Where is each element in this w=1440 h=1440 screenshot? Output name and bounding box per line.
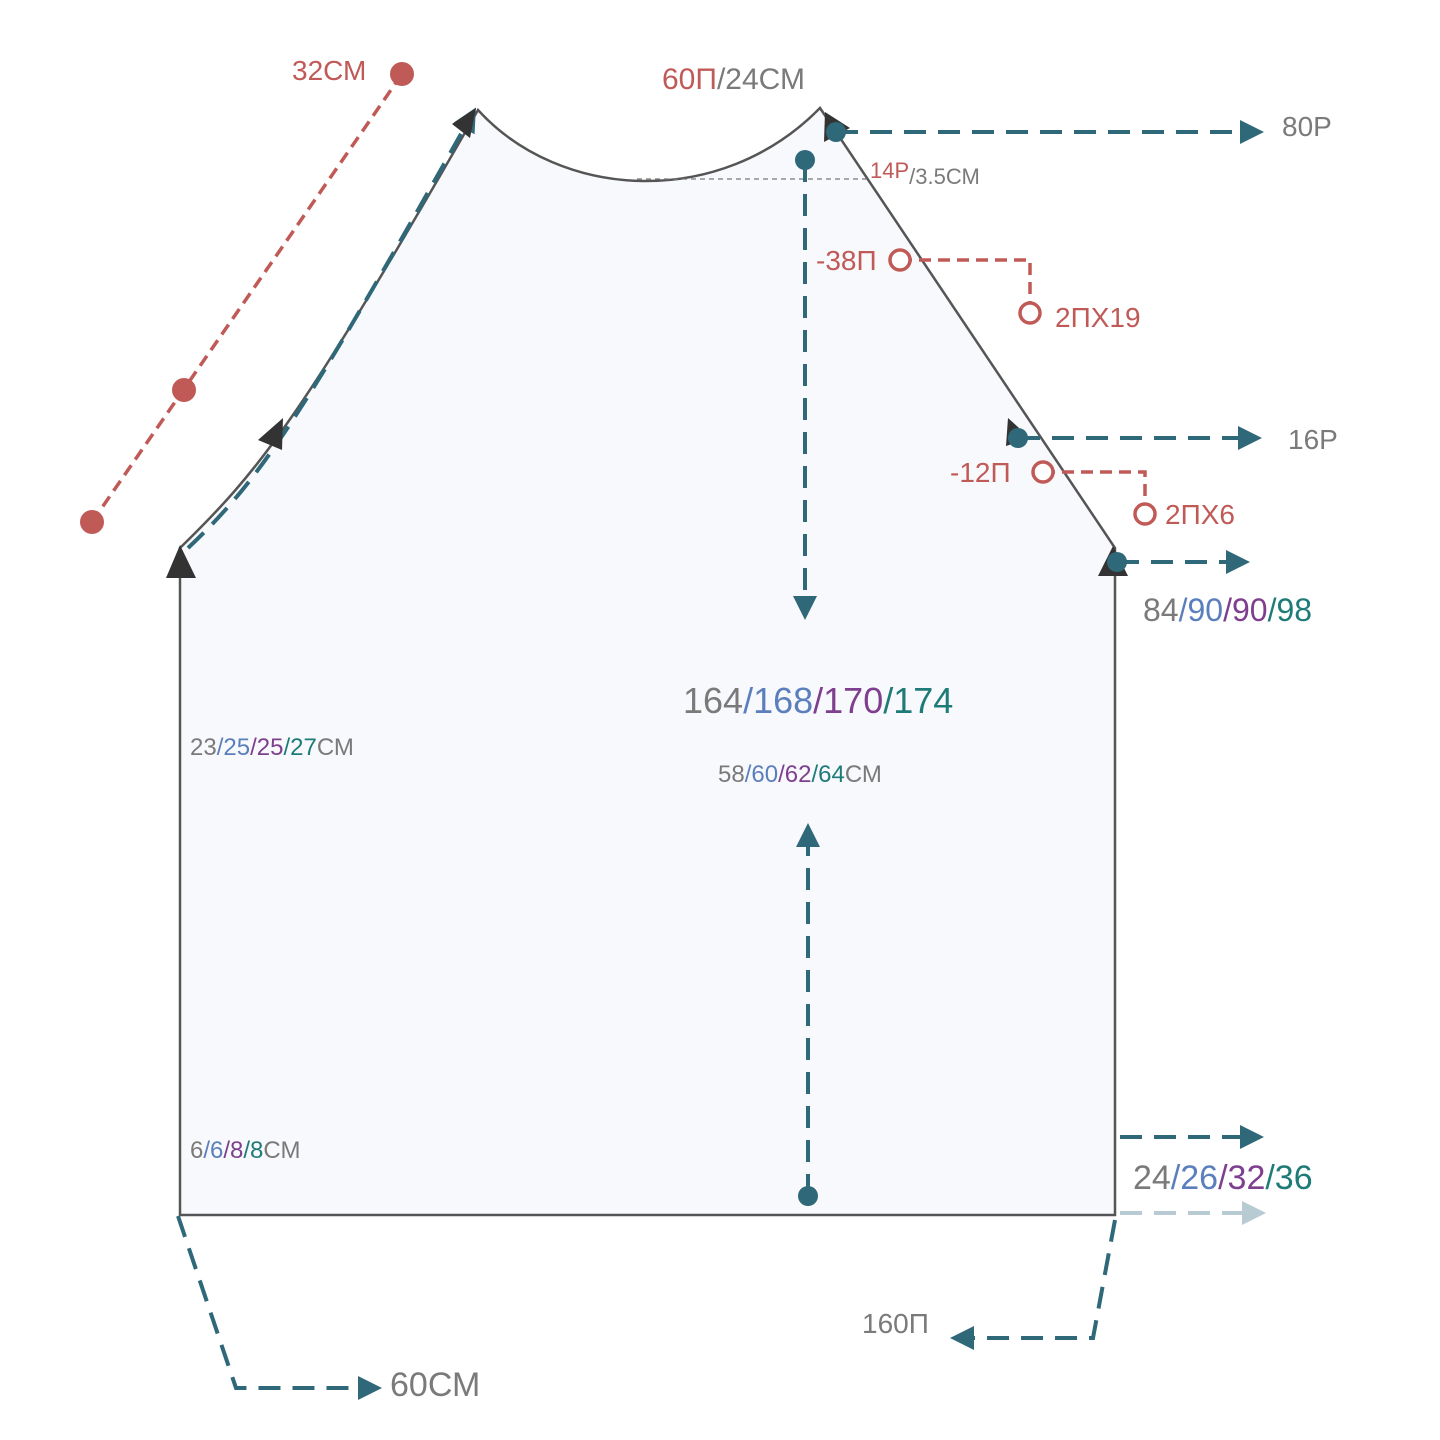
label-part: /8 <box>243 1137 263 1164</box>
label: -12П <box>950 457 1011 488</box>
ring <box>1133 502 1157 526</box>
label-part: /90 <box>1179 592 1223 628</box>
width-arrow <box>176 1215 382 1400</box>
label-part: /64 <box>811 761 844 788</box>
dot <box>172 378 196 402</box>
label-part: /170 <box>813 680 883 721</box>
label: 84/90/90/98 <box>1143 592 1312 628</box>
label-part: /25 <box>250 734 283 761</box>
label-part: 164 <box>683 680 743 721</box>
label-part: СМ <box>845 761 882 788</box>
label-part: 6 <box>190 1137 203 1164</box>
label-part: СМ <box>263 1137 300 1164</box>
label-part: /24СМ <box>717 63 805 96</box>
label: 164/168/170/174 <box>683 680 953 721</box>
label-part: 14Р <box>870 158 909 183</box>
ring <box>1031 460 1055 484</box>
label: 2ПХ6 <box>1165 499 1235 530</box>
cast-on-arrow <box>950 1219 1117 1350</box>
label-part: /6 <box>203 1137 223 1164</box>
label: 14Р/3.5СМ <box>870 158 980 189</box>
dot <box>80 510 104 534</box>
label: 32СМ <box>292 55 366 86</box>
label: 80Р <box>1282 111 1332 142</box>
label-part: /62 <box>778 761 811 788</box>
raglan-measure <box>90 73 404 523</box>
label-part: /36 <box>1265 1159 1312 1197</box>
label: 6/6/8/8СМ <box>190 1137 300 1164</box>
garment-outline <box>178 106 1117 1217</box>
label-part: /32 <box>1218 1159 1265 1197</box>
label-part: 24 <box>1133 1159 1171 1197</box>
ring <box>888 248 912 272</box>
label-part: /3.5СМ <box>909 164 980 189</box>
decrease-leader <box>1043 470 1147 514</box>
label: -38П <box>816 245 877 276</box>
ring <box>1018 301 1042 325</box>
label-part: /26 <box>1171 1159 1218 1197</box>
label: 160П <box>862 1308 929 1339</box>
label-part: /8 <box>223 1137 243 1164</box>
label-part: /98 <box>1268 592 1312 628</box>
label-part: /25 <box>217 734 250 761</box>
decrease-leader <box>900 258 1032 312</box>
label-part: /90 <box>1223 592 1267 628</box>
label: 16Р <box>1288 424 1338 455</box>
label: 2ПХ19 <box>1055 302 1141 333</box>
label: 60П/24СМ <box>662 63 805 96</box>
label: 58/60/62/64СМ <box>718 761 882 788</box>
label-part: 58 <box>718 761 745 788</box>
label-part: /60 <box>745 761 778 788</box>
label-part: 23 <box>190 734 217 761</box>
label-part: /27 <box>283 734 316 761</box>
label: 23/25/25/27СМ <box>190 734 354 761</box>
label: 24/26/32/36 <box>1133 1159 1313 1197</box>
label-part: 84 <box>1143 592 1179 628</box>
label-part: /174 <box>883 680 953 721</box>
label: 60СМ <box>390 1366 480 1404</box>
label-part: СМ <box>317 734 354 761</box>
label-part: 60П <box>662 63 717 96</box>
raglan-arrow <box>186 107 476 550</box>
dot <box>390 62 414 86</box>
label-part: /168 <box>743 680 813 721</box>
